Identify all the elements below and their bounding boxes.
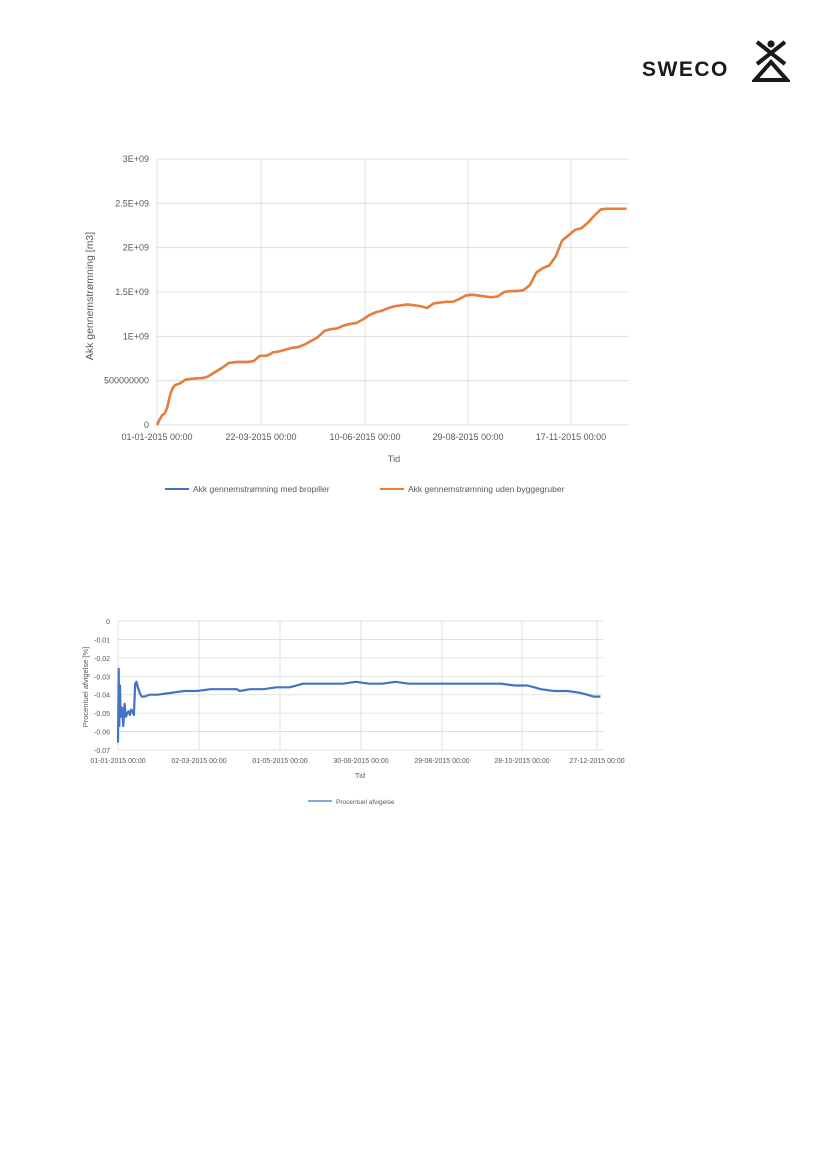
y-tick-label: -0.06 — [94, 730, 110, 737]
legend-label: Akk gennemstrømning med bropiller — [193, 484, 330, 494]
legend-label: Procentuel afvigelse — [336, 799, 395, 806]
series-line-2 — [155, 207, 627, 426]
cumulative-flow-chart: 05000000001E+091.5E+092E+092.5E+093E+09 … — [84, 154, 629, 494]
chart1-series — [155, 207, 627, 426]
percent-deviation-chart: 0 -0.01 -0.02 -0.03 -0.04 -0.05 -0.06 -0.07 01-… — [81, 619, 625, 806]
y-tick-label: 2E+09 — [123, 243, 149, 253]
y-tick-label: 0 — [144, 420, 149, 430]
x-tick-label: 30-06-2015 00:00 — [333, 758, 388, 765]
y-tick-label: -0.05 — [94, 711, 110, 718]
y-tick-label: 1.5E+09 — [115, 287, 149, 297]
y-tick-label: 500000000 — [104, 376, 149, 386]
y-tick-label: -0.01 — [94, 637, 110, 644]
y-tick-label: 2.5E+09 — [115, 198, 149, 208]
chart2-x-axis-label: Tid — [355, 771, 365, 780]
chart1-y-ticks: 0 500000000 1E+09 1.5E+09 2E+09 2.5E+09 3E+09 — [104, 154, 149, 430]
chart2-legend: Procentuel afvigelse — [308, 799, 395, 806]
x-tick-label: 22-03-2015 00:00 — [225, 432, 296, 442]
legend-label: Akk gennemstrømning uden byggegruber — [408, 484, 565, 494]
y-tick-label: 3E+09 — [123, 154, 149, 164]
x-tick-label: 01-01-2015 00:00 — [121, 432, 192, 442]
logo-text: SWECO — [642, 58, 729, 81]
x-tick-label: 01-05-2015 00:00 — [252, 758, 307, 765]
x-tick-label: 01-01-2015 00:00 — [90, 758, 145, 765]
series-line-1 — [116, 667, 601, 743]
y-tick-label: -0.03 — [94, 674, 110, 681]
x-tick-label: 17-11-2015 00:00 — [536, 432, 606, 442]
chart1-grid — [156, 158, 629, 426]
chart2-x-ticks: 01-01-2015 00:00 02-03-2015 00:00 01-05-20… — [90, 758, 624, 765]
sweco-person-house-icon — [752, 40, 790, 82]
y-tick-label: -0.04 — [94, 693, 110, 700]
y-tick-label: 0 — [106, 619, 110, 626]
x-tick-label: 02-03-2015 00:00 — [171, 758, 226, 765]
chart1-x-axis-label: Tid — [388, 454, 400, 464]
y-tick-label: 1E+09 — [123, 331, 149, 341]
y-tick-label: -0.02 — [94, 656, 110, 663]
x-tick-label: 29-08-2015 00:00 — [432, 432, 503, 442]
chart1-legend: Akk gennemstrømning med bropiller Akk gen… — [165, 484, 565, 494]
chart2-y-ticks: 0 -0.01 -0.02 -0.03 -0.04 -0.05 -0.06 -0.07 — [94, 619, 110, 755]
x-tick-label: 28-10-2015 00:00 — [494, 758, 549, 765]
chart1-y-axis-label: Akk gennemstrømning [m3] — [84, 232, 96, 360]
x-tick-label: 29-08-2015 00:00 — [414, 758, 469, 765]
y-tick-label: -0.07 — [94, 748, 110, 755]
x-tick-label: 27-12-2015 00:00 — [569, 758, 624, 765]
chart2-series — [116, 667, 601, 743]
chart1-x-ticks: 01-01-2015 00:00 22-03-2015 00:00 10-06-20… — [121, 432, 606, 442]
sweco-logo: SWECO — [642, 38, 792, 86]
x-tick-label: 10-06-2015 00:00 — [329, 432, 400, 442]
chart2-y-axis-label: Procentuel afvigelse [%] — [81, 647, 90, 727]
